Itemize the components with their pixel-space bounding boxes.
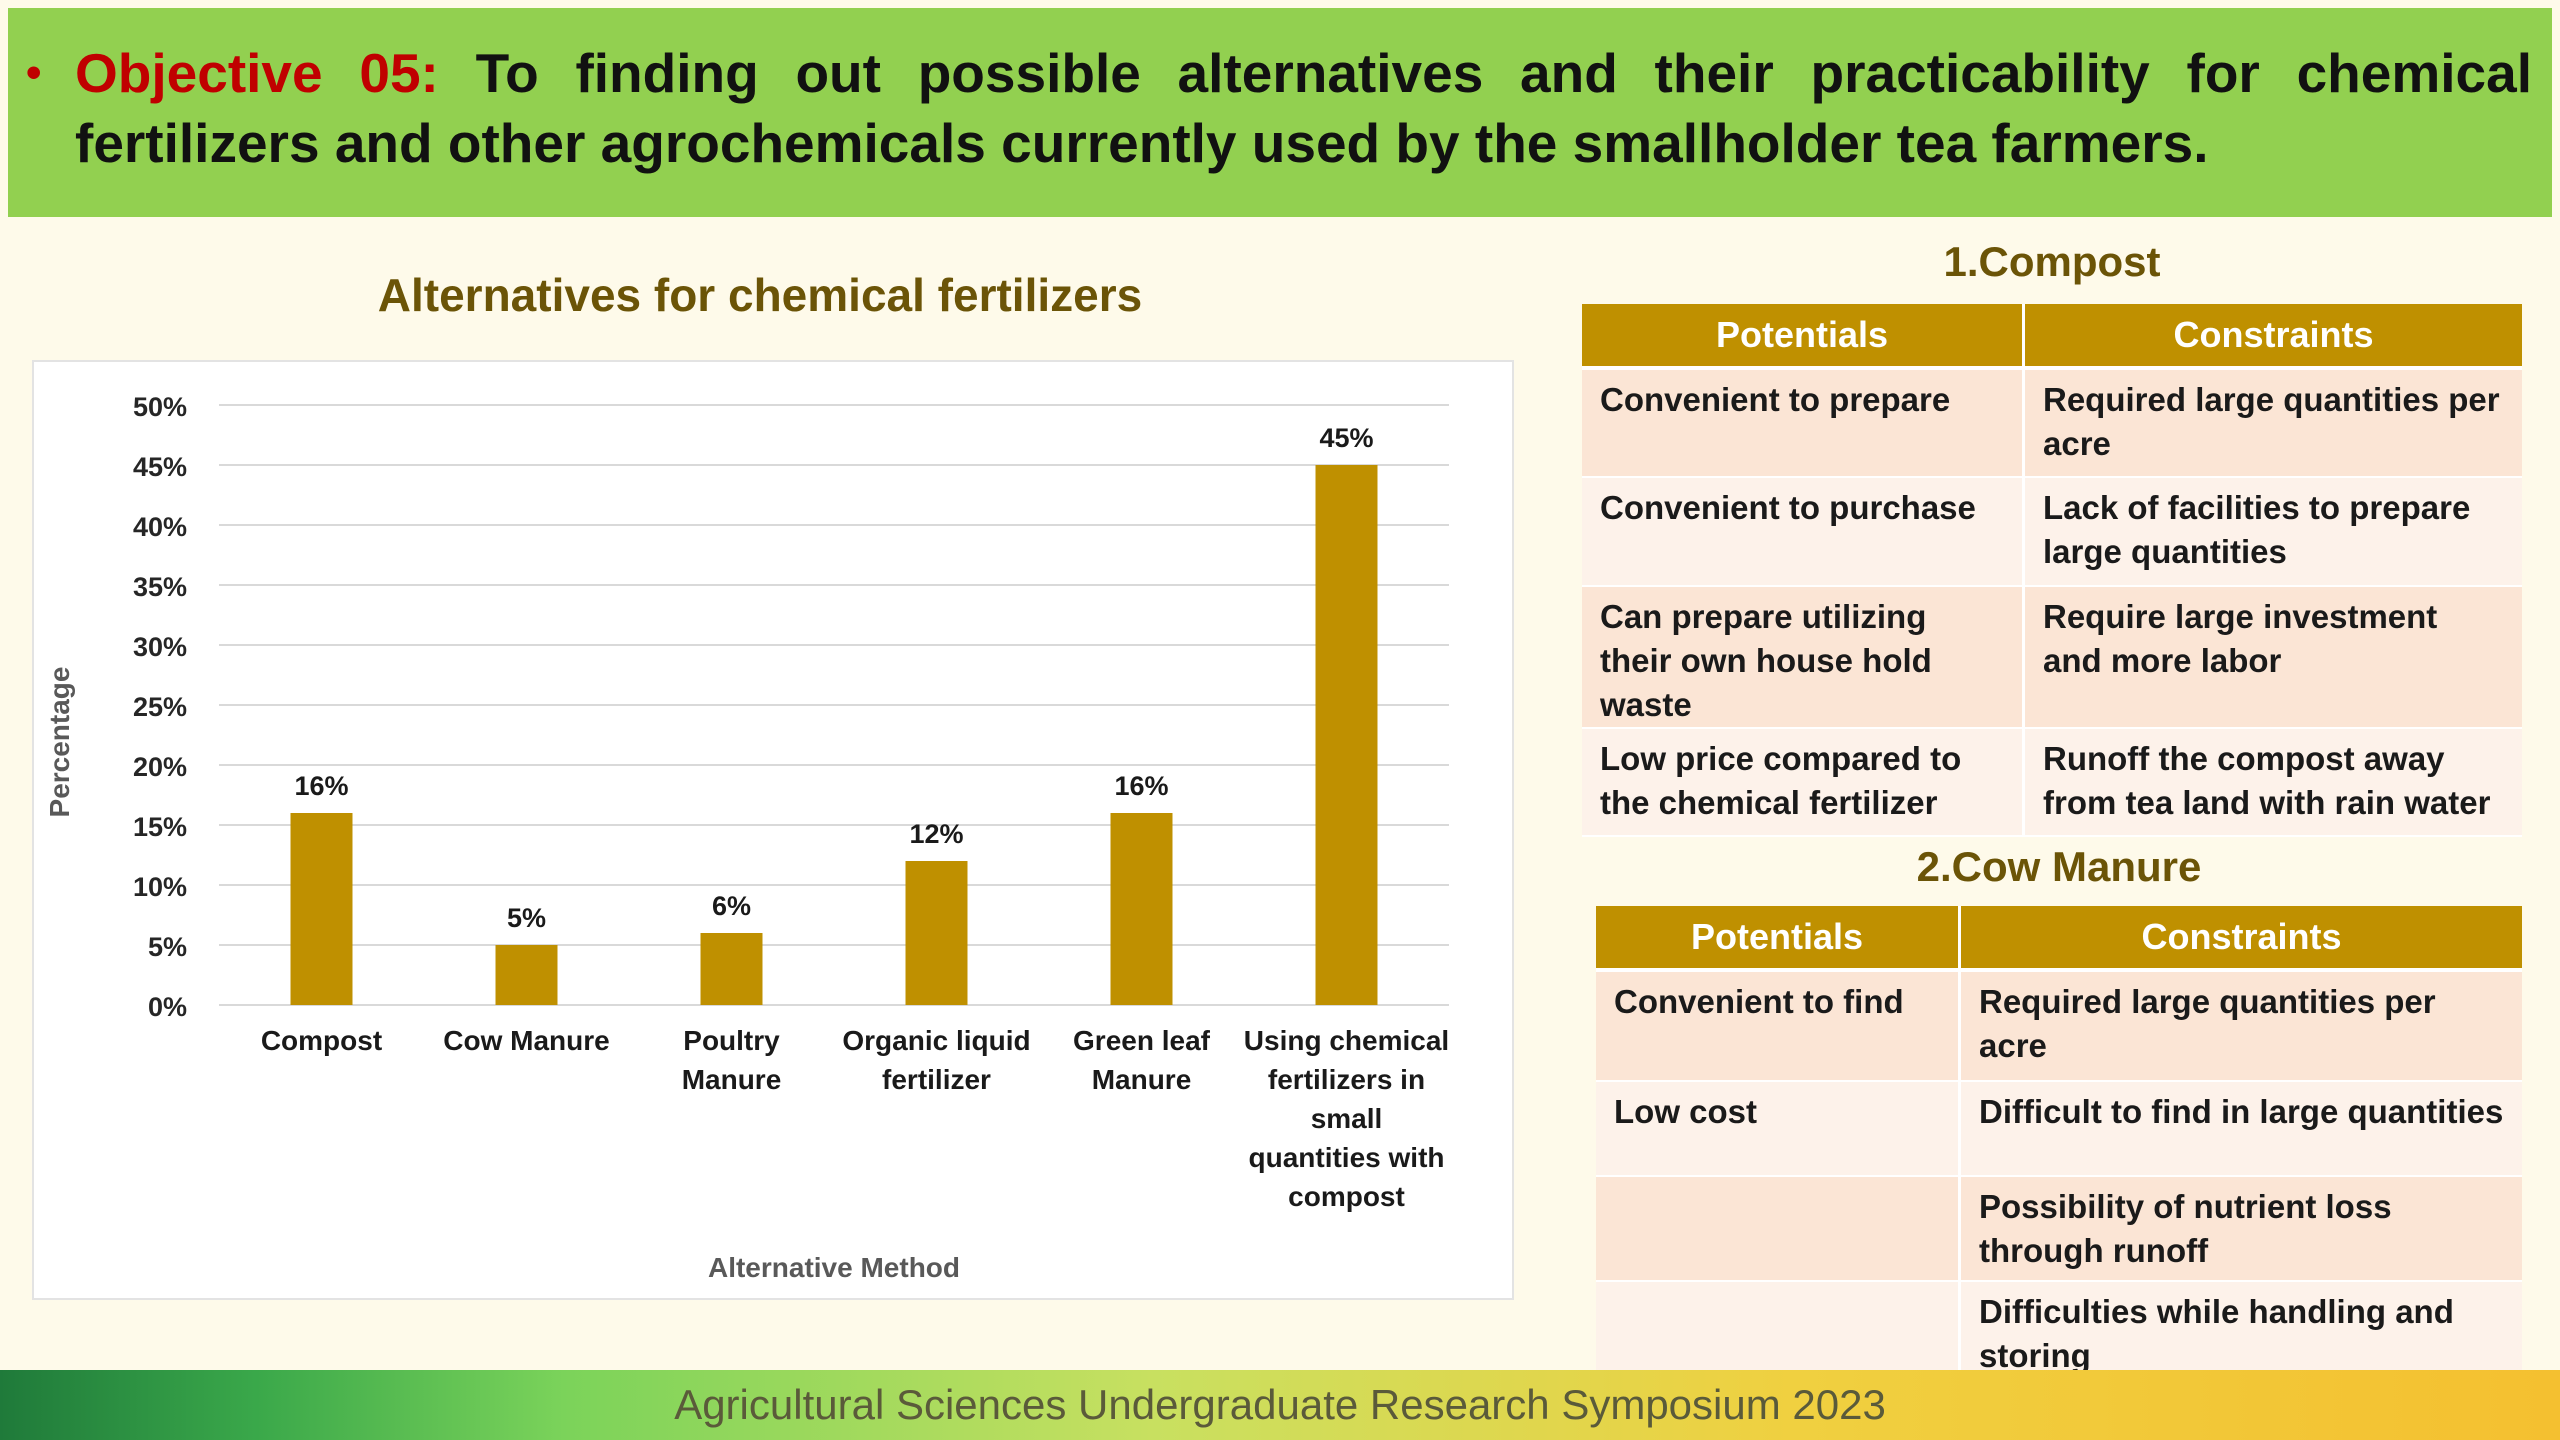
x-tick-label: small (1311, 1103, 1383, 1134)
potential-cell (1596, 1177, 1961, 1282)
data-label: 16% (1114, 771, 1168, 801)
x-tick-label: Cow Manure (443, 1025, 609, 1056)
x-tick-label: Poultry (683, 1025, 780, 1056)
y-tick-label: 0% (148, 992, 187, 1022)
constraint-cell: Runoff the compost away from tea land wi… (2025, 729, 2522, 837)
bar (700, 933, 763, 1005)
potential-cell: Convenient to find (1596, 972, 1961, 1082)
compost-header-constraints: Constraints (2025, 304, 2522, 370)
data-label: 16% (294, 771, 348, 801)
y-axis-title: Percentage (44, 667, 75, 818)
x-tick-label: Compost (261, 1025, 382, 1056)
potential-cell: Convenient to purchase (1582, 478, 2025, 587)
y-tick-label: 30% (133, 632, 187, 662)
bar (1110, 813, 1173, 1005)
constraint-cell: Difficult to find in large quantities (1961, 1082, 2522, 1177)
data-label: 6% (712, 891, 751, 921)
bullet: • (26, 48, 42, 97)
footer-banner: Agricultural Sciences Undergraduate Rese… (0, 1370, 2560, 1440)
x-tick-label: fertilizers in (1268, 1064, 1425, 1095)
x-tick-label: Green leaf (1073, 1025, 1211, 1056)
y-tick-label: 45% (133, 452, 187, 482)
y-tick-label: 15% (133, 812, 187, 842)
potential-cell: Low cost (1596, 1082, 1961, 1177)
constraint-cell: Required large quantities per acre (1961, 972, 2522, 1082)
table-row: Difficulties while handling and storing (1596, 1282, 2522, 1387)
table-row: Low cost Difficult to find in large quant… (1596, 1082, 2522, 1177)
x-tick-label: Manure (682, 1064, 782, 1095)
y-tick-label: 25% (133, 692, 187, 722)
x-axis-title: Alternative Method (708, 1252, 960, 1283)
compost-section-title: 1.Compost (1943, 238, 2161, 285)
x-tick-label: Manure (1092, 1064, 1192, 1095)
x-tick-label: Using chemical (1244, 1025, 1449, 1056)
chart-panel: 0% 5% 10% 15% 20% 25% 30% 35% 40% 45% 50% 16% Compos… (32, 360, 1514, 1300)
bar (495, 945, 558, 1005)
bar-chart: 0% 5% 10% 15% 20% 25% 30% 35% 40% 45% 50% 16% Compos… (44, 392, 1449, 1283)
objective-line-2: fertilizers and other agrochemicals curr… (75, 112, 2209, 174)
constraint-cell: Difficulties while handling and storing (1961, 1282, 2522, 1387)
data-label: 12% (909, 819, 963, 849)
cow-manure-table: Potentials Constraints Convenient to find… (1596, 906, 2522, 1387)
potential-cell (1596, 1282, 1961, 1387)
table-row: Convenient to purchase Lack of facilities… (1582, 478, 2522, 587)
objective-line-1: Objective 05: To finding out possible al… (75, 38, 2532, 108)
table-row: Low price compared to the chemical ferti… (1582, 729, 2522, 837)
potential-cell: Low price compared to the chemical ferti… (1582, 729, 2025, 837)
y-tick-label: 5% (148, 932, 187, 962)
table-row: Can prepare utilizing their own house ho… (1582, 587, 2522, 729)
data-label: 5% (507, 903, 546, 933)
bar (905, 861, 968, 1005)
chart-title: Alternatives for chemical fertilizers (377, 269, 1143, 321)
cow-manure-section-title: 2.Cow Manure (1916, 843, 2202, 890)
cow_manure-header-constraints: Constraints (1961, 906, 2522, 972)
bar (1315, 465, 1378, 1005)
bar (290, 813, 353, 1005)
cow-manure-header-row: Potentials Constraints (1596, 906, 2522, 972)
constraint-cell: Required large quantities per acre (2025, 370, 2522, 478)
potential-cell: Convenient to prepare (1582, 370, 2025, 478)
table-row: Convenient to prepare Required large quan… (1582, 370, 2522, 478)
cow_manure-header-potentials: Potentials (1596, 906, 1961, 972)
y-tick-label: 10% (133, 872, 187, 902)
table-row: Convenient to find Required large quantit… (1596, 972, 2522, 1082)
x-tick-label: fertilizer (882, 1064, 991, 1095)
data-label: 45% (1319, 423, 1373, 453)
compost-header-row: Potentials Constraints (1582, 304, 2522, 370)
x-tick-label: quantities with (1249, 1142, 1445, 1173)
compost-table: Potentials Constraints Convenient to prep… (1582, 304, 2522, 837)
potential-cell: Can prepare utilizing their own house ho… (1582, 587, 2025, 729)
table-row: Possibility of nutrient loss through run… (1596, 1177, 2522, 1282)
x-tick-label: compost (1288, 1181, 1405, 1212)
constraint-cell: Lack of facilities to prepare large quan… (2025, 478, 2522, 587)
y-tick-label: 40% (133, 512, 187, 542)
x-tick-label: Organic liquid (842, 1025, 1030, 1056)
y-tick-label: 20% (133, 752, 187, 782)
compost-header-potentials: Potentials (1582, 304, 2025, 370)
constraint-cell: Possibility of nutrient loss through run… (1961, 1177, 2522, 1282)
y-tick-label: 35% (133, 572, 187, 602)
objective-banner: • Objective 05: To finding out possible … (8, 8, 2552, 217)
objective-text-1: To finding out possible alternatives and… (438, 42, 2532, 104)
y-tick-label: 50% (133, 392, 187, 422)
objective-label: Objective 05: (75, 42, 439, 104)
constraint-cell: Require large investment and more labor (2025, 587, 2522, 729)
